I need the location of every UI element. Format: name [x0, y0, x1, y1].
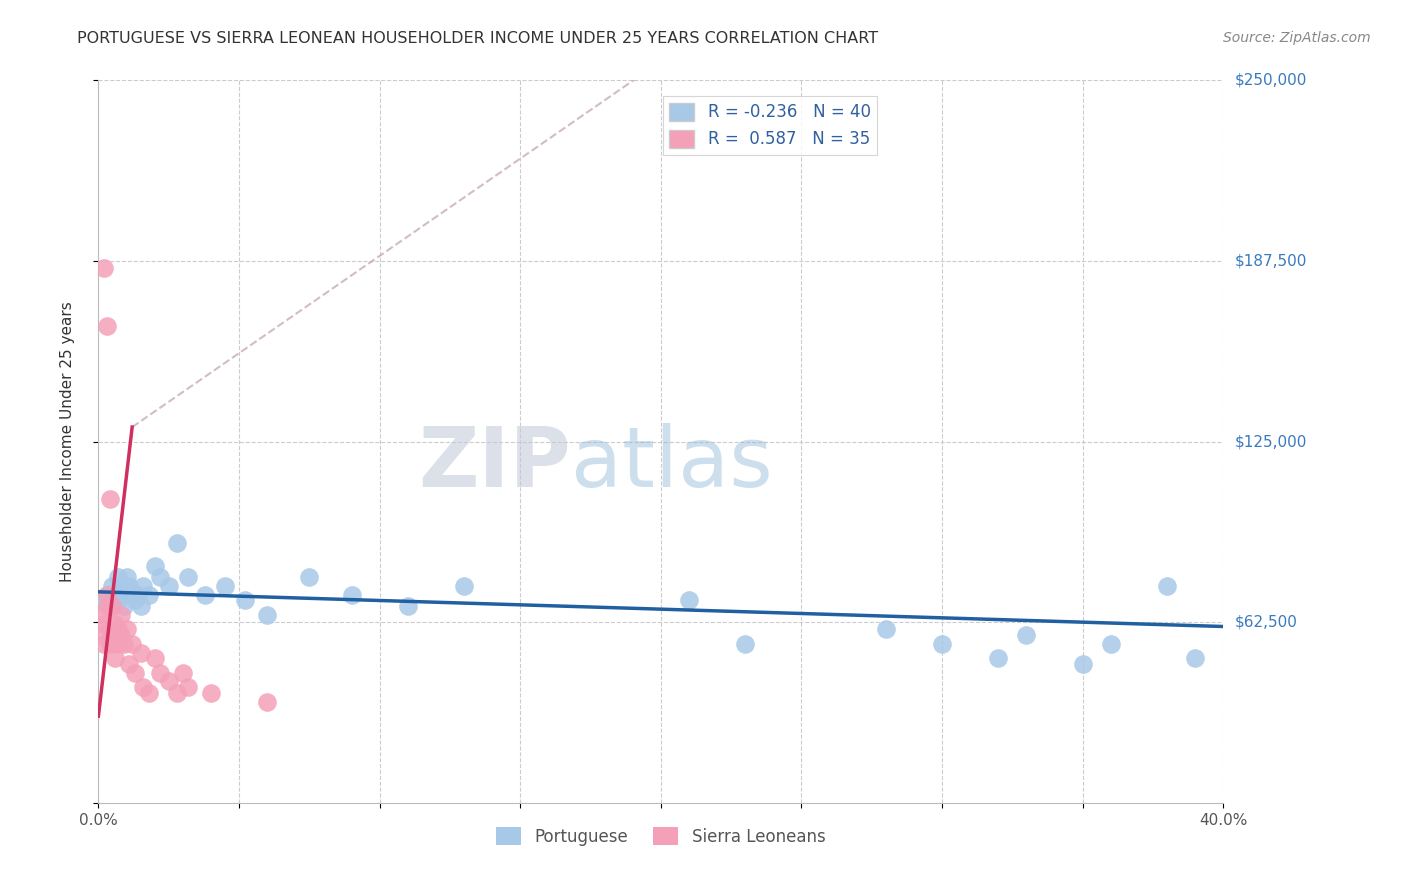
- Point: [233, 593, 256, 607]
- Text: ZIP: ZIP: [419, 423, 571, 504]
- Point: [396, 599, 419, 614]
- Text: $62,500: $62,500: [1234, 615, 1298, 630]
- Point: [129, 599, 152, 614]
- Point: [132, 579, 155, 593]
- Point: [1156, 579, 1178, 593]
- Point: [96, 588, 118, 602]
- Point: [149, 665, 172, 680]
- Point: [124, 665, 146, 680]
- Point: [93, 637, 115, 651]
- Point: [112, 637, 135, 651]
- Point: [93, 616, 115, 631]
- Point: [101, 628, 124, 642]
- Point: [138, 686, 160, 700]
- Point: [112, 599, 135, 614]
- Point: [177, 570, 200, 584]
- Point: [172, 665, 194, 680]
- Point: [110, 588, 132, 602]
- Point: [875, 623, 897, 637]
- Point: [931, 637, 953, 651]
- Point: [734, 637, 756, 651]
- Point: [90, 628, 112, 642]
- Point: [110, 628, 132, 642]
- Point: [104, 651, 127, 665]
- Point: [1071, 657, 1094, 671]
- Point: [107, 623, 129, 637]
- Point: [96, 588, 118, 602]
- Point: [157, 579, 180, 593]
- Point: [143, 651, 166, 665]
- Point: [256, 695, 278, 709]
- Text: $125,000: $125,000: [1234, 434, 1306, 449]
- Point: [107, 570, 129, 584]
- Point: [104, 584, 127, 599]
- Point: [678, 593, 700, 607]
- Point: [166, 686, 188, 700]
- Point: [157, 674, 180, 689]
- Point: [298, 570, 321, 584]
- Legend: Portuguese, Sierra Leoneans: Portuguese, Sierra Leoneans: [489, 821, 832, 852]
- Point: [138, 588, 160, 602]
- Point: [132, 680, 155, 694]
- Point: [98, 492, 121, 507]
- Text: $187,500: $187,500: [1234, 253, 1306, 268]
- Point: [214, 579, 236, 593]
- Text: atlas: atlas: [571, 423, 772, 504]
- Point: [93, 261, 115, 276]
- Text: $250,000: $250,000: [1234, 73, 1306, 87]
- Point: [149, 570, 172, 584]
- Text: Source: ZipAtlas.com: Source: ZipAtlas.com: [1223, 31, 1371, 45]
- Point: [115, 570, 138, 584]
- Point: [143, 558, 166, 573]
- Point: [107, 637, 129, 651]
- Point: [101, 599, 124, 614]
- Point: [121, 584, 143, 599]
- Point: [104, 616, 127, 631]
- Point: [118, 657, 141, 671]
- Point: [453, 579, 475, 593]
- Point: [340, 588, 363, 602]
- Point: [98, 637, 121, 651]
- Point: [121, 637, 143, 651]
- Point: [90, 607, 112, 622]
- Point: [200, 686, 222, 700]
- Point: [166, 535, 188, 549]
- Point: [98, 623, 121, 637]
- Point: [115, 623, 138, 637]
- Point: [1184, 651, 1206, 665]
- Point: [93, 593, 115, 607]
- Point: [110, 607, 132, 622]
- Point: [107, 593, 129, 607]
- Point: [96, 318, 118, 333]
- Point: [127, 588, 149, 602]
- Point: [96, 599, 118, 614]
- Point: [1099, 637, 1122, 651]
- Point: [987, 651, 1010, 665]
- Y-axis label: Householder Income Under 25 years: Householder Income Under 25 years: [60, 301, 75, 582]
- Point: [256, 607, 278, 622]
- Point: [124, 593, 146, 607]
- Point: [118, 579, 141, 593]
- Point: [1015, 628, 1038, 642]
- Point: [98, 599, 121, 614]
- Point: [129, 646, 152, 660]
- Point: [194, 588, 217, 602]
- Point: [101, 579, 124, 593]
- Text: PORTUGUESE VS SIERRA LEONEAN HOUSEHOLDER INCOME UNDER 25 YEARS CORRELATION CHART: PORTUGUESE VS SIERRA LEONEAN HOUSEHOLDER…: [77, 31, 879, 46]
- Point: [177, 680, 200, 694]
